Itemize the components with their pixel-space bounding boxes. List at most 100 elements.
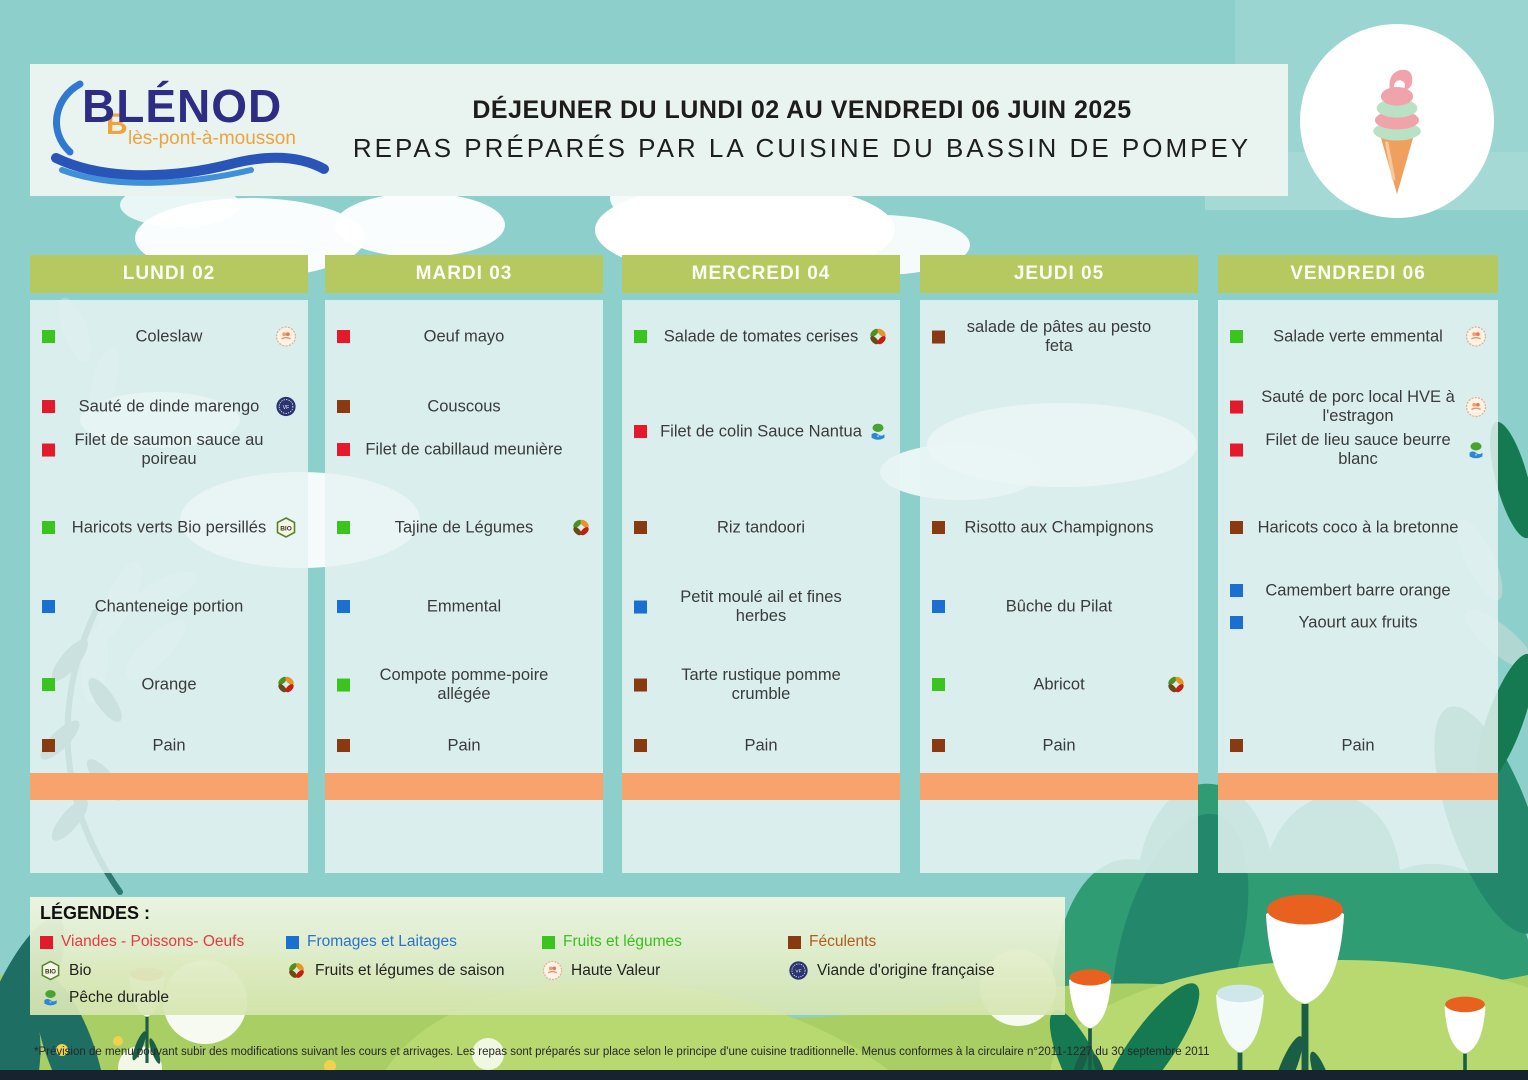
menu-item-label: Pain xyxy=(447,736,481,755)
menu-item-label: Filet de lieu sauce beurre blanc xyxy=(1265,431,1451,468)
day-header: VENDREDI 06 xyxy=(1218,255,1498,293)
category-square-viandes xyxy=(337,330,350,344)
menu-item-label: Chanteneige portion xyxy=(94,597,244,616)
fruits-legumes-de-saison-icon xyxy=(286,960,307,981)
menu-item: Filet de cabillaud meunière xyxy=(331,441,597,460)
day-column-mardi-03: MARDI 03 Oeuf mayo Couscous Filet de cabill… xyxy=(325,255,603,873)
haute-valeur-icon xyxy=(1465,396,1487,418)
category-square-feculents xyxy=(1230,521,1243,535)
menu-item: Bûche du Pilat xyxy=(926,598,1192,617)
legend-badge-saison: Fruits et légumes de saison xyxy=(286,960,505,981)
menu-item-label: Pain xyxy=(152,736,186,755)
orange-divider-bar xyxy=(622,773,900,800)
menu-item: Pain xyxy=(331,737,597,756)
day-column-mercredi-04: MERCREDI 04 Salade de tomates cerises File… xyxy=(622,255,900,873)
blenod-logo: B BLÉNOD lès-pont-à-mousson xyxy=(51,80,329,186)
legend-badge-vf: VF Viande d'origine française xyxy=(788,960,995,981)
orange-divider-bar xyxy=(920,773,1198,800)
menu-item-label: Pain xyxy=(1042,736,1076,755)
logo-subtitle: lès-pont-à-mousson xyxy=(128,128,296,149)
footnote: *Prévision de menu pouvant subir des mod… xyxy=(34,1046,1210,1058)
category-square-fruits_legumes xyxy=(337,678,350,692)
menu-item-label: Filet de saumon sauce au poireau xyxy=(74,431,264,468)
haute-valeur-icon xyxy=(542,960,563,981)
menu-item-label: Emmental xyxy=(426,597,502,616)
category-square-fromages xyxy=(1230,616,1243,630)
legend-badge-peche: Pêche durable xyxy=(40,987,169,1008)
menu-item: Haricots verts Bio persillés BIO xyxy=(36,517,302,539)
viande-origine-francaise-icon: VF xyxy=(275,396,297,418)
menu-item-label: Yaourt aux fruits xyxy=(1298,613,1418,632)
header-text: DÉJEUNER DU LUNDI 02 AU VENDREDI 06 JUIN… xyxy=(330,64,1274,196)
day-menu: Salade verte emmental Sauté de porc local… xyxy=(1218,300,1498,873)
day-header: MARDI 03 xyxy=(325,255,603,293)
day-header: MERCREDI 04 xyxy=(622,255,900,293)
legend-category-feculents: Féculents xyxy=(788,933,876,951)
category-square-fromages xyxy=(1230,584,1243,598)
day-menu: Coleslaw Sauté de dinde marengo VF Filet de… xyxy=(30,300,308,873)
menu-item-label: Salade de tomates cerises xyxy=(663,327,859,346)
category-square-fromages xyxy=(932,600,945,614)
menu-item-label: Tajine de Légumes xyxy=(394,518,534,537)
legend-label: Fruits et légumes xyxy=(563,933,682,950)
legend-category-viandes: Viandes - Poissons- Oeufs xyxy=(40,933,244,951)
category-square-viandes xyxy=(634,425,647,439)
menu-item: Filet de colin Sauce Nantua xyxy=(628,423,894,442)
menu-item: Risotto aux Champignons xyxy=(926,519,1192,538)
menu-item-label: Couscous xyxy=(427,397,501,416)
header-panel: B BLÉNOD lès-pont-à-mousson DÉJEUNER DU … xyxy=(30,64,1288,196)
legend-label: Fruits et légumes de saison xyxy=(315,961,505,979)
haute-valeur-icon xyxy=(275,326,297,348)
menu-item: Orange xyxy=(36,676,302,695)
menu-item-label: Haricots coco à la bretonne xyxy=(1257,518,1459,537)
menu-item: Chanteneige portion xyxy=(36,598,302,617)
category-square-fromages xyxy=(634,600,647,614)
category-square-feculents xyxy=(932,521,945,535)
ice-cream-illustration xyxy=(1300,24,1494,218)
page-title: DÉJEUNER DU LUNDI 02 AU VENDREDI 06 JUIN… xyxy=(472,96,1132,124)
category-square-viandes xyxy=(1230,443,1243,457)
legend-label: Viandes - Poissons- Oeufs xyxy=(61,933,245,950)
category-square-feculents xyxy=(932,739,945,753)
menu-item-label: Filet de cabillaud meunière xyxy=(365,440,563,459)
menu-item-label: Pain xyxy=(1341,736,1375,755)
menu-item-label: Petit moulé ail et fines herbes xyxy=(680,588,842,625)
day-column-vendredi-06: VENDREDI 06 Salade verte emmental Sauté de… xyxy=(1218,255,1498,873)
svg-text:BIO: BIO xyxy=(280,526,292,533)
haute-valeur-icon xyxy=(1465,326,1487,348)
category-square-fruits_legumes xyxy=(42,678,55,692)
legend-badge-hve: Haute Valeur xyxy=(542,960,660,981)
peche-durable-icon xyxy=(867,421,889,443)
menu-item-label: Riz tandoori xyxy=(716,518,806,537)
day-menu: Salade de tomates cerises Filet de colin … xyxy=(622,300,900,873)
category-square-fromages xyxy=(286,935,299,949)
legend-label: Fromages et Laitages xyxy=(307,933,457,950)
menu-item-label: Filet de colin Sauce Nantua xyxy=(660,422,862,441)
day-header: LUNDI 02 xyxy=(30,255,308,293)
category-square-viandes xyxy=(1230,400,1243,414)
category-square-feculents xyxy=(932,330,945,344)
legend-category-fromages: Fromages et Laitages xyxy=(286,933,457,951)
orange-divider-bar xyxy=(325,773,603,800)
day-column-jeudi-05: JEUDI 05 salade de pâtes au pesto feta Ris… xyxy=(920,255,1198,873)
menu-item: Pain xyxy=(926,737,1192,756)
menu-item-label: Coleslaw xyxy=(135,327,203,346)
menu-item-label: Oeuf mayo xyxy=(423,327,505,346)
category-square-feculents xyxy=(1230,739,1243,753)
category-square-fromages xyxy=(42,600,55,614)
logo-title: BLÉNOD xyxy=(82,80,282,132)
day-menu: Oeuf mayo Couscous Filet de cabillaud meun… xyxy=(325,300,603,873)
menu-item: Pain xyxy=(36,737,302,756)
category-square-viandes xyxy=(337,443,350,457)
menu-item: Riz tandoori xyxy=(628,519,894,538)
menu-item: Salade de tomates cerises xyxy=(628,328,894,347)
menu-item: Yaourt aux fruits xyxy=(1224,614,1492,633)
bio-icon: BIO xyxy=(275,517,297,539)
day-column-lundi-02: LUNDI 02 Coleslaw Sauté de dinde marengo VF… xyxy=(30,255,308,873)
days-row: LUNDI 02 Coleslaw Sauté de dinde marengo VF… xyxy=(0,255,1528,873)
legend-panel: LÉGENDES : Viandes - Poissons- Oeufs From… xyxy=(30,897,1065,1015)
page-subtitle: REPAS PRÉPARÉS PAR LA CUISINE DU BASSIN … xyxy=(352,133,1252,163)
orange-divider-bar xyxy=(1218,773,1498,800)
category-square-fruits_legumes xyxy=(42,330,55,344)
peche-durable-icon xyxy=(1465,439,1487,461)
